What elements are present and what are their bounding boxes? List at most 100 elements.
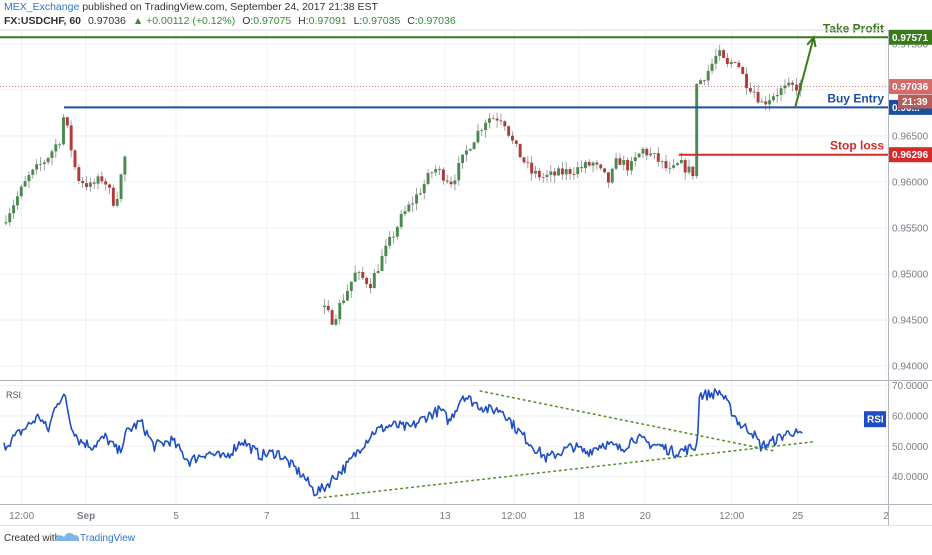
candle-body	[31, 169, 35, 175]
price-axis-tick-label: 0.95000	[892, 270, 929, 281]
low-label: L:	[354, 15, 363, 27]
rsi-legend-tag[interactable]	[864, 411, 886, 428]
trade-levels: Take Profit Buy Entry Stop loss	[0, 21, 888, 156]
candle-body	[430, 172, 434, 174]
target-arrow-line	[794, 37, 815, 108]
candle-body	[518, 143, 522, 158]
rsi-axis[interactable]: 40.0000 50.0000 60.0000 70.0000	[892, 381, 929, 483]
candle-body	[771, 96, 775, 101]
candle-body	[472, 142, 476, 150]
candle-body	[46, 157, 50, 163]
candle-body	[564, 169, 568, 175]
candle-body	[526, 162, 530, 164]
time-axis-tick-label: 11	[350, 511, 361, 522]
candle-body	[618, 158, 622, 165]
candle-body	[706, 70, 710, 81]
tradingview-brand[interactable]: TradingView	[80, 533, 136, 544]
candle-body	[123, 156, 127, 175]
candle-body	[395, 227, 399, 237]
rsi-line	[3, 388, 803, 497]
last-price-tag	[889, 79, 932, 95]
candle-body	[591, 162, 595, 166]
candle-body	[111, 187, 115, 206]
take-profit-price-tag	[889, 29, 932, 45]
symbol-label[interactable]: FX:USDCHF, 60	[4, 15, 81, 27]
candle-body	[480, 130, 484, 131]
take-profit-price-tag-text: 0.97571	[892, 33, 929, 44]
candle-body	[583, 162, 587, 169]
candle-body	[468, 149, 472, 151]
time-axis-tick-label: 13	[439, 511, 451, 522]
candle-body	[330, 310, 334, 325]
open-value: 0.97075	[253, 15, 291, 27]
candle-body	[748, 88, 752, 92]
candle-body	[353, 272, 357, 282]
candle-body	[514, 140, 518, 144]
time-axis-tick-label: 7	[264, 511, 270, 522]
candle-body	[695, 84, 699, 177]
candle-body	[702, 80, 706, 82]
author-link[interactable]: MEX_Exchange	[4, 1, 79, 13]
time-axis-tick-label: Sep	[77, 511, 95, 522]
time-axis-tick-label: 18	[574, 511, 586, 522]
candle-body	[392, 236, 395, 238]
candle-body	[641, 148, 645, 154]
price-axis-tick-label: 0.95500	[892, 224, 929, 235]
rsi-resistance-trendline[interactable]	[479, 390, 775, 452]
candle-body	[35, 164, 39, 170]
candle-body	[346, 290, 349, 301]
candle-body	[27, 174, 31, 182]
high-value: 0.97091	[309, 15, 347, 27]
candle-body	[587, 162, 591, 166]
candle-body	[679, 159, 683, 164]
open-label: O:	[242, 15, 253, 27]
candle-body	[645, 148, 649, 156]
candle-body	[58, 144, 62, 146]
candle-body	[62, 117, 65, 145]
candle-body	[752, 91, 756, 93]
candle-body	[775, 94, 779, 97]
candle-body	[357, 272, 361, 273]
candle-body	[69, 125, 73, 151]
candle-body	[534, 170, 537, 174]
close-value: 0.97036	[418, 15, 456, 27]
candle-body	[342, 300, 346, 303]
price-axis-tick-label: 0.96000	[892, 177, 929, 188]
rsi-axis-tick-label: 40.0000	[892, 472, 929, 483]
candle-body	[557, 168, 560, 176]
countdown-tag	[898, 94, 932, 109]
candle-body	[741, 67, 745, 74]
candle-body	[764, 101, 768, 105]
rsi-axis-tick-label: 50.0000	[892, 442, 929, 453]
candle-body	[449, 181, 453, 185]
rsi-support-trendline[interactable]	[318, 440, 815, 499]
candle-body	[580, 167, 584, 169]
candle-body	[403, 211, 407, 214]
time-axis[interactable]: 12:00 Sep 5 7 11 13 12:00 18 20 12:00 25 2	[9, 511, 889, 522]
tradingview-logo-icon[interactable]	[55, 532, 80, 541]
candle-body	[553, 171, 557, 176]
candle-body	[572, 173, 576, 175]
candle-body	[710, 63, 714, 71]
candle-body	[119, 174, 123, 199]
candle-body	[599, 164, 603, 169]
candle-body	[610, 168, 614, 183]
candle-body	[603, 168, 607, 173]
candle-body	[622, 160, 626, 165]
candle-body	[791, 82, 795, 85]
candle-body	[438, 169, 442, 170]
candle-body	[434, 169, 438, 173]
candle-body	[530, 162, 534, 174]
candle-body	[794, 84, 798, 91]
candle-body	[115, 198, 119, 206]
candle-body	[668, 167, 672, 169]
candle-body	[745, 73, 749, 89]
candle-body	[461, 154, 465, 164]
publisher-line: MEX_Exchange published on TradingView.co…	[4, 1, 379, 13]
candle-body	[699, 80, 702, 85]
candle-body	[399, 213, 403, 228]
candle-body	[100, 176, 104, 182]
candle-body	[42, 162, 46, 165]
time-axis-tick-label: 12:00	[9, 511, 34, 522]
